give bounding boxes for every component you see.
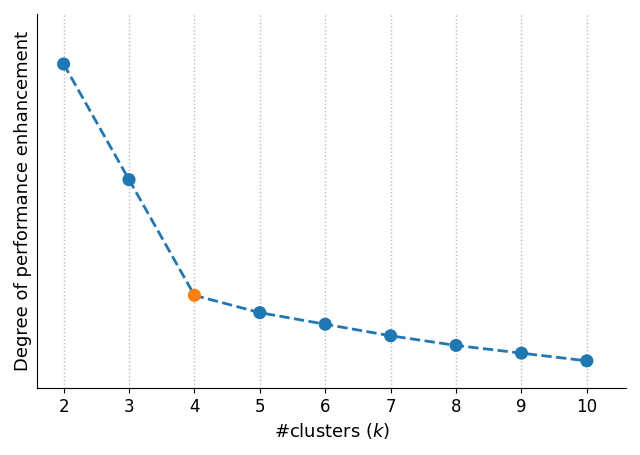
- Point: [189, 292, 200, 299]
- Point: [58, 61, 68, 68]
- Point: [582, 357, 592, 364]
- Point: [451, 342, 461, 349]
- Y-axis label: Degree of performance enhancement: Degree of performance enhancement: [14, 31, 32, 371]
- X-axis label: #clusters ($k$): #clusters ($k$): [274, 421, 390, 441]
- Point: [516, 349, 527, 357]
- Point: [320, 321, 330, 328]
- Point: [124, 176, 134, 183]
- Point: [385, 332, 396, 339]
- Point: [255, 309, 265, 316]
